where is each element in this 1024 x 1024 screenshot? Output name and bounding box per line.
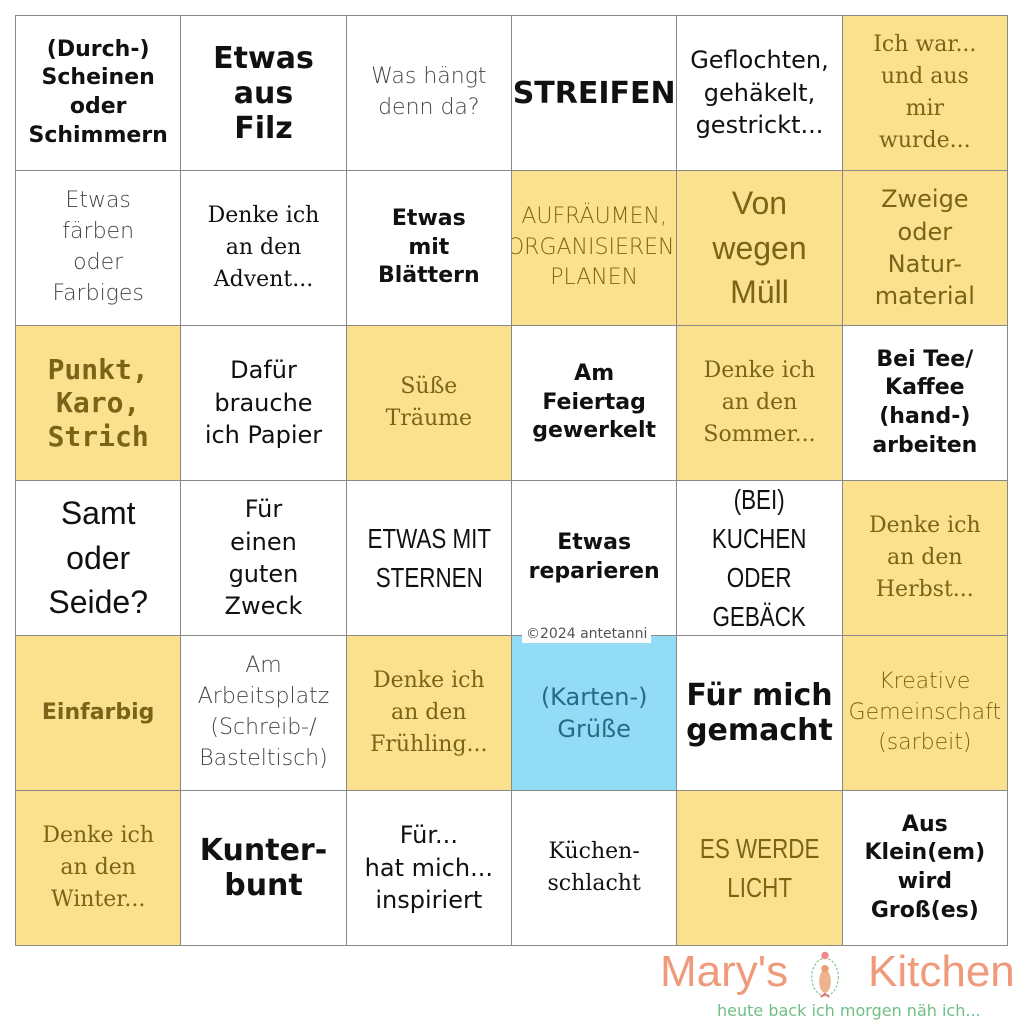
bingo-cell: Für einen guten Zweck [181, 481, 347, 636]
bingo-cell-text: Küchen- schlacht [547, 839, 641, 896]
bingo-cell: Samt oder Seide? [16, 481, 182, 636]
bingo-cell: Dafür brauche ich Papier [181, 326, 347, 481]
bingo-cell: Kreative Gemeinschaft (sarbeit) [842, 636, 1008, 791]
bingo-cell-text: Etwas färben oder Farbiges [52, 188, 144, 306]
bingo-cell-text: Für einen guten Zweck [224, 495, 303, 621]
bingo-cell-text: Dafür brauche ich Papier [204, 356, 323, 450]
bingo-cell: Süße Träume [346, 326, 512, 481]
bingo-cell-text: Für mich gemacht [686, 678, 833, 748]
bingo-cell-text: (Durch-) Scheinen oder Schimmern [28, 36, 168, 148]
bingo-cell: Denke ich an den Herbst... [842, 481, 1008, 636]
bingo-cell-text: Ich war... und aus mir wurde... [873, 32, 977, 153]
watermark-marys: Mary's [660, 947, 789, 996]
bingo-cell: Am Arbeitsplatz (Schreib-/ Basteltisch) [181, 636, 347, 791]
bingo-cell: Denke ich an den Sommer... [677, 326, 843, 481]
bingo-cell: Am Feiertag gewerkelt [511, 326, 678, 481]
bingo-cell-text: Bei Tee/ Kaffee (hand-) arbeiten [872, 346, 978, 458]
bingo-cell: Einfarbig [16, 636, 182, 791]
watermark-tagline: heute back ich morgen näh ich... [717, 1001, 981, 1020]
bingo-cell: Für mich gemacht [677, 636, 843, 791]
bingo-cell-text: Etwas mit Blättern [378, 206, 480, 289]
bingo-cell-text: AUFRÄUMEN, ORGANISIEREN, PLANEN [511, 203, 678, 291]
bingo-cell-text: Am Arbeitsplatz (Schreib-/ Basteltisch) [197, 653, 330, 771]
bingo-cell-text: Denke ich an den Frühling... [370, 668, 488, 757]
bingo-cell-text: STREIFEN [512, 75, 676, 111]
bingo-cell: AUFRÄUMEN, ORGANISIEREN, PLANEN [511, 171, 678, 326]
bingo-cell-text: Für... hat mich... inspiriert [364, 821, 493, 915]
bingo-cell-text: Denke ich an den Herbst... [868, 513, 981, 602]
bingo-cell-text: ES WERDE LICHT [699, 832, 820, 903]
bingo-cell-text: Am Feiertag gewerkelt [532, 361, 657, 444]
bingo-cell: Von wegen Müll [677, 171, 843, 326]
bingo-grid: (Durch-) Scheinen oder Schimmern Etwas au… [15, 15, 1008, 946]
watermark-kitchen: Kitchen [868, 947, 1015, 996]
bingo-cell-text: Etwas aus Filz [213, 40, 314, 146]
bingo-cell-text: Aus Klein(em) wird Groß(es) [864, 811, 986, 923]
bingo-cell: Aus Klein(em) wird Groß(es) [842, 791, 1008, 946]
bingo-cell: (Karten-) Grüße [511, 636, 678, 791]
copyright-label: ©2024 antetanni [522, 626, 652, 643]
bingo-cell-text: (Karten-) Grüße [540, 682, 648, 743]
bingo-cell-text: Punkt, Karo, Strich [47, 352, 149, 453]
bingo-cell: Etwas reparieren [511, 481, 678, 636]
bingo-cell-text: Kreative Gemeinschaft (sarbeit) [848, 668, 1002, 756]
bingo-cell: ETWAS MIT STERNEN [346, 481, 512, 636]
bingo-cell: Bei Tee/ Kaffee (hand-) arbeiten [842, 326, 1008, 481]
bingo-cell: Etwas mit Blättern [346, 171, 512, 326]
bingo-cell-text: Denke ich an den Sommer... [703, 358, 816, 447]
bingo-cell-text: Süße Träume [385, 374, 472, 431]
bingo-cell-text: Samt oder Seide? [48, 494, 148, 621]
bingo-cell: Für... hat mich... inspiriert [346, 791, 512, 946]
bingo-cell: (BEI) KUCHEN ODER GEBÄCK [677, 481, 843, 636]
bingo-cell: Zweige oder Natur- material [842, 171, 1008, 326]
bingo-cell-text: Von wegen Müll [712, 184, 807, 311]
bingo-cell: Denke ich an den Winter... [16, 791, 182, 946]
bingo-cell: Punkt, Karo, Strich [16, 326, 182, 481]
bingo-cell: Ich war... und aus mir wurde... [842, 16, 1008, 171]
bingo-cell-text: Denke ich an den Advent... [207, 203, 320, 292]
bingo-cell-text: Denke ich an den Winter... [42, 823, 155, 912]
bingo-cell: Küchen- schlacht [511, 791, 678, 946]
bingo-cell-text: Zweige oder Natur- material [874, 185, 975, 311]
bingo-cell: Geflochten, gehäkelt, gestrickt... [677, 16, 843, 171]
bingo-cell: STREIFEN [511, 16, 678, 171]
bingo-cell-text: Geflochten, gehäkelt, gestrickt... [690, 46, 829, 140]
bingo-cell: Etwas aus Filz [181, 16, 347, 171]
bingo-cell: Denke ich an den Frühling... [346, 636, 512, 791]
bingo-cell: Was hängt denn da? [346, 16, 512, 171]
bingo-cell-text: Kunter- bunt [199, 833, 328, 903]
bingo-cell: Kunter- bunt [181, 791, 347, 946]
bingo-cell: ES WERDE LICHT [677, 791, 843, 946]
bingo-cell-text: ETWAS MIT STERNEN [367, 522, 491, 593]
bingo-cell-text: (BEI) KUCHEN ODER GEBÄCK [712, 483, 807, 633]
bingo-cell: Denke ich an den Advent... [181, 171, 347, 326]
bingo-cell: (Durch-) Scheinen oder Schimmern [16, 16, 182, 171]
bingo-cell-text: Einfarbig [41, 699, 155, 725]
bingo-cell-text: Was hängt denn da? [371, 64, 487, 120]
bingo-cell-text: Etwas reparieren [528, 530, 660, 584]
fox-wreath-logo [811, 951, 839, 998]
bingo-cell: Etwas färben oder Farbiges [16, 171, 182, 326]
